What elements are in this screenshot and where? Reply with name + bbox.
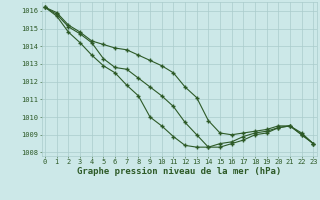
X-axis label: Graphe pression niveau de la mer (hPa): Graphe pression niveau de la mer (hPa) — [77, 167, 281, 176]
